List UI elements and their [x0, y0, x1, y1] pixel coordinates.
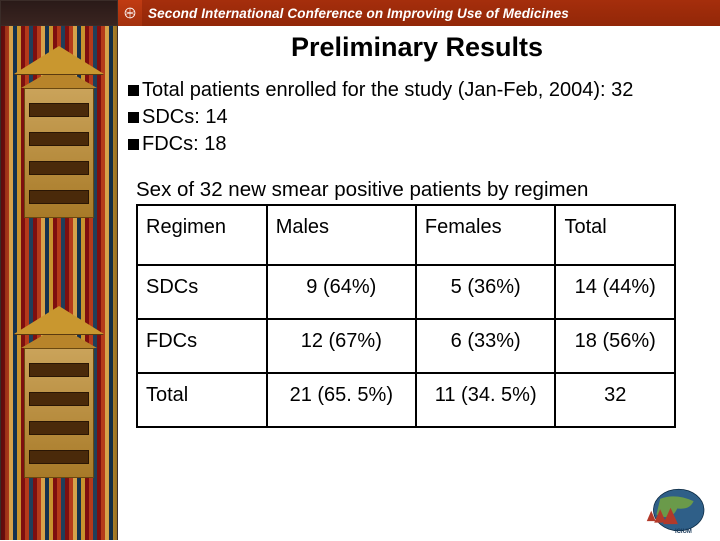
table-row: SDCs 9 (64%) 5 (36%) 14 (44%) — [137, 265, 675, 319]
top-banner: Second International Conference on Impro… — [0, 0, 720, 26]
bullet-icon — [128, 139, 139, 150]
bullet-list: Total patients enrolled for the study (J… — [128, 77, 712, 158]
results-table: Regimen Males Females Total SDCs 9 (64%)… — [136, 204, 676, 428]
table-cell: 18 (56%) — [555, 319, 675, 373]
table-cell: 11 (34. 5%) — [416, 373, 556, 427]
table-row: FDCs 12 (67%) 6 (33%) 18 (56%) — [137, 319, 675, 373]
list-item: SDCs: 14 — [128, 104, 712, 131]
bullet-icon — [128, 112, 139, 123]
temple-graphic — [14, 46, 104, 218]
table-cell: 21 (65. 5%) — [267, 373, 416, 427]
bullet-text: Total patients enrolled for the study (J… — [142, 77, 633, 104]
table-row: Regimen Males Females Total — [137, 205, 675, 265]
bullet-text: SDCs: 14 — [142, 104, 228, 131]
table-cell: Total — [137, 373, 267, 427]
decorative-left-strip — [0, 26, 118, 540]
globe-logo-icon: ICIUM — [636, 484, 714, 536]
table-cell: 14 (44%) — [555, 265, 675, 319]
temple-graphic — [14, 306, 104, 478]
list-item: FDCs: 18 — [128, 131, 712, 158]
table-header-cell: Males — [267, 205, 416, 265]
conference-title: Second International Conference on Impro… — [142, 0, 720, 26]
svg-text:ICIUM: ICIUM — [675, 529, 692, 535]
banner-left-photo — [0, 0, 118, 26]
table-cell: 12 (67%) — [267, 319, 416, 373]
list-item: Total patients enrolled for the study (J… — [128, 77, 712, 104]
table-header-cell: Total — [555, 205, 675, 265]
table-cell: FDCs — [137, 319, 267, 373]
table-cell: 6 (33%) — [416, 319, 556, 373]
page-title: Preliminary Results — [122, 32, 712, 63]
table-cell: 32 — [555, 373, 675, 427]
table-caption: Sex of 32 new smear positive patients by… — [136, 178, 712, 202]
bullet-text: FDCs: 18 — [142, 131, 226, 158]
table-header-cell: Females — [416, 205, 556, 265]
slide-content: Preliminary Results Total patients enrol… — [122, 28, 712, 532]
banner-logo-icon — [118, 0, 142, 26]
table-header-cell: Regimen — [137, 205, 267, 265]
table-cell: 5 (36%) — [416, 265, 556, 319]
table-cell: 9 (64%) — [267, 265, 416, 319]
table-row: Total 21 (65. 5%) 11 (34. 5%) 32 — [137, 373, 675, 427]
table-cell: SDCs — [137, 265, 267, 319]
bullet-icon — [128, 85, 139, 96]
